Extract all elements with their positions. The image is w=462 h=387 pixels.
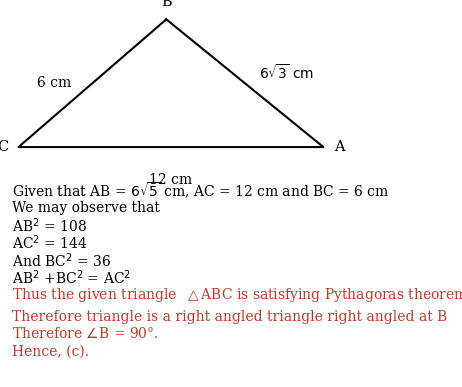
Text: We may observe that: We may observe that — [12, 201, 159, 215]
Text: AB$^2$ +BC$^2$ = AC$^2$: AB$^2$ +BC$^2$ = AC$^2$ — [12, 269, 131, 287]
Text: Therefore triangle is a right angled triangle right angled at B: Therefore triangle is a right angled tri… — [12, 310, 447, 324]
Text: 12 cm: 12 cm — [149, 173, 193, 187]
Text: AC$^2$ = 144: AC$^2$ = 144 — [12, 234, 87, 252]
Text: A: A — [334, 140, 344, 154]
Text: $6\sqrt{3}$ cm: $6\sqrt{3}$ cm — [259, 63, 314, 82]
Text: Therefore $\angle$B = 90°.: Therefore $\angle$B = 90°. — [12, 327, 158, 341]
Text: C: C — [0, 140, 8, 154]
Text: Hence, (c).: Hence, (c). — [12, 344, 89, 358]
Text: Thus the given triangle  $\triangle$ABC is satisfying Pythagoras theorem: Thus the given triangle $\triangle$ABC i… — [12, 286, 462, 304]
Text: AB$^2$ = 108: AB$^2$ = 108 — [12, 216, 86, 235]
Text: Given that AB = $6\sqrt{5}$ cm, AC = 12 cm and BC = 6 cm: Given that AB = $6\sqrt{5}$ cm, AC = 12 … — [12, 181, 389, 201]
Text: 6 cm: 6 cm — [37, 76, 72, 90]
Text: And BC$^2$ = 36: And BC$^2$ = 36 — [12, 251, 110, 270]
Text: B: B — [161, 0, 171, 9]
